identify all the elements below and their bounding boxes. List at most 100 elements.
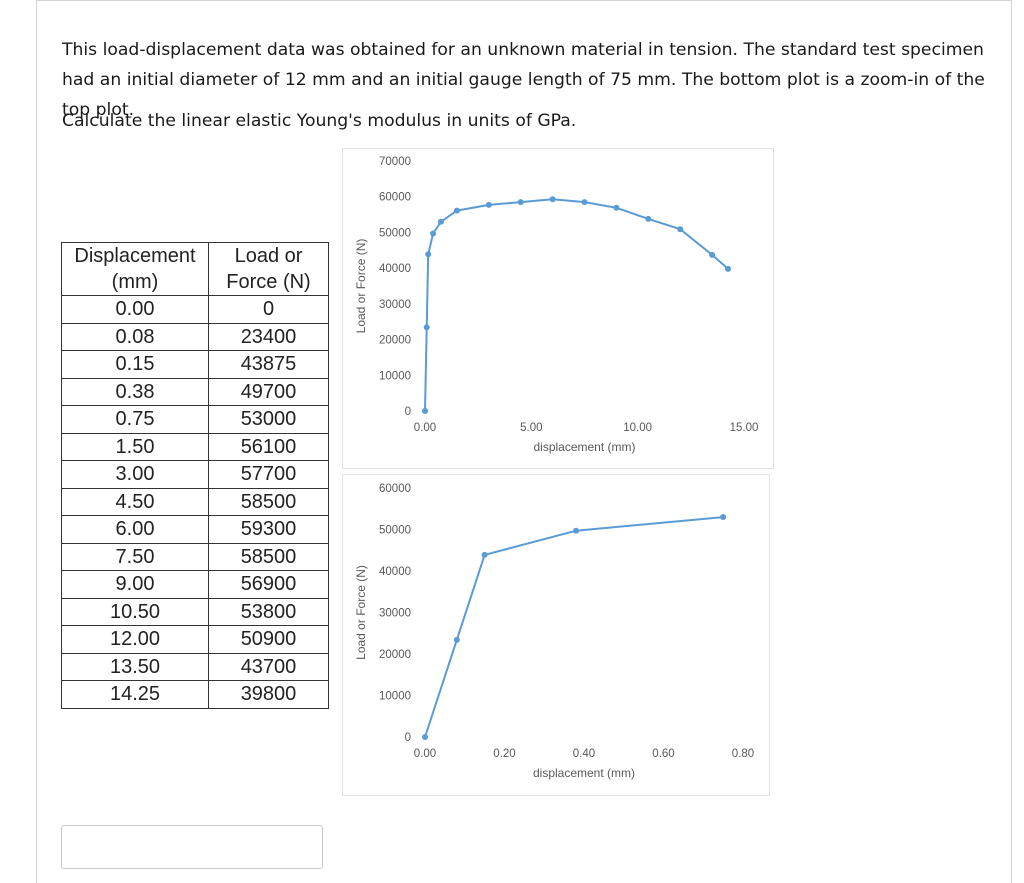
cell-load: 49700	[208, 377, 329, 406]
question-text: This load-displacement data was obtained…	[62, 40, 985, 120]
cell-displacement: 1.50	[61, 432, 209, 461]
table-row: 10.50 53800	[61, 597, 329, 626]
chart-zoom: 0 10000 20000 30000 40000 50000 60000 0.00 0.20 0…	[342, 474, 770, 796]
chart-full: 0 10000 20000 30000 40000 50000 60000 70000 0.00…	[342, 148, 774, 469]
x-tick-label: 0.80	[732, 748, 754, 760]
table-row: 0.75 53000	[61, 405, 329, 434]
cell-displacement: 10.50	[61, 597, 209, 626]
table-row: 0.15 43875	[61, 350, 329, 379]
y-axis-title: Load or Force (N)	[354, 565, 368, 660]
x-tick-label: 15.00	[730, 422, 759, 434]
x-tick-label: 5.00	[520, 422, 542, 434]
table-row: 7.50 58500	[61, 542, 329, 571]
data-point	[423, 324, 430, 331]
y-tick-label: 50000	[379, 525, 411, 537]
y-tick-label: 10000	[379, 370, 411, 382]
data-point	[725, 265, 732, 272]
cell-displacement: 14.25	[61, 680, 209, 709]
cell-displacement: 4.50	[61, 487, 209, 516]
data-point	[517, 199, 524, 206]
series-line	[424, 198, 729, 412]
cell-load: 57700	[208, 460, 329, 489]
y-tick-label: 50000	[379, 227, 411, 239]
x-tick-label: 0.40	[573, 748, 595, 760]
data-table: Displacement (mm) Load or Force (N) 0.00…	[61, 242, 329, 709]
table-row: 0.38 49700	[61, 377, 329, 406]
y-tick-label: 40000	[379, 566, 411, 578]
question-panel	[36, 0, 1012, 883]
header-displacement: Displacement (mm)	[61, 242, 209, 296]
header-displacement-line2: (mm)	[111, 271, 159, 293]
data-point	[485, 201, 492, 208]
data-point	[422, 408, 428, 414]
table-row: 14.25 39800	[61, 680, 329, 709]
table-row: 6.00 59300	[61, 515, 329, 544]
y-tick-label: 0	[405, 406, 411, 418]
table-row: 9.00 56900	[61, 570, 329, 599]
y-tick-label: 60000	[379, 483, 411, 495]
cell-displacement: 9.00	[61, 570, 209, 599]
answer-input[interactable]	[61, 825, 323, 869]
data-point	[549, 196, 556, 203]
cell-load: 58500	[208, 542, 329, 571]
data-point	[581, 199, 588, 206]
cell-displacement: 0.08	[61, 322, 209, 351]
table-row: 12.00 50900	[61, 625, 329, 654]
y-tick-label: 30000	[379, 608, 411, 620]
table-row: 1.50 56100	[61, 432, 329, 461]
data-point	[453, 207, 460, 214]
cell-displacement: 0.15	[61, 350, 209, 379]
cell-load: 43875	[208, 350, 329, 379]
header-load-line1: Load or	[234, 245, 303, 267]
data-point	[453, 636, 460, 643]
x-tick-label: 0.20	[493, 748, 515, 760]
table-row: 13.50 43700	[61, 652, 329, 681]
x-axis-title: displacement (mm)	[533, 440, 635, 454]
cell-displacement: 6.00	[61, 515, 209, 544]
y-tick-label: 10000	[379, 691, 411, 703]
question-prompt: Calculate the linear elastic Young's mod…	[62, 111, 577, 131]
data-point	[709, 251, 716, 258]
chart-full-svg: 0 10000 20000 30000 40000 50000 60000 70000 0.00…	[354, 156, 759, 454]
data-point	[430, 230, 437, 237]
y-axis-title: Load or Force (N)	[354, 239, 368, 334]
table-header-row: Displacement (mm) Load or Force (N)	[61, 242, 329, 296]
x-tick-label: 0.60	[652, 748, 674, 760]
data-point	[422, 734, 428, 740]
y-tick-label: 70000	[379, 156, 411, 168]
data-point	[573, 527, 580, 534]
x-axis-title: displacement (mm)	[533, 766, 635, 780]
cell-displacement: 0.38	[61, 377, 209, 406]
series-line	[424, 516, 724, 738]
table-row: 3.00 57700	[61, 460, 329, 489]
cell-load: 43700	[208, 652, 329, 681]
table-row: 0.08 23400	[61, 322, 329, 351]
cell-load: 53000	[208, 405, 329, 434]
cell-load: 23400	[208, 322, 329, 351]
x-tick-label: 0.00	[414, 422, 436, 434]
cell-displacement: 12.00	[61, 625, 209, 654]
cell-displacement: 13.50	[61, 652, 209, 681]
cell-load: 56100	[208, 432, 329, 461]
cell-load: 53800	[208, 597, 329, 626]
y-tick-label: 60000	[379, 192, 411, 204]
cell-load: 59300	[208, 515, 329, 544]
cell-load: 56900	[208, 570, 329, 599]
header-load: Load or Force (N)	[208, 242, 329, 296]
header-displacement-line1: Displacement	[74, 245, 196, 267]
cell-displacement: 0.00	[61, 295, 209, 324]
cell-load: 50900	[208, 625, 329, 654]
cell-displacement: 3.00	[61, 460, 209, 489]
table-row: 4.50 58500	[61, 487, 329, 516]
header-load-line2: Force (N)	[226, 271, 311, 293]
x-tick-label: 0.00	[414, 748, 436, 760]
y-tick-label: 40000	[379, 263, 411, 275]
y-tick-label: 0	[405, 732, 411, 744]
cell-displacement: 0.75	[61, 405, 209, 434]
data-point	[613, 204, 620, 211]
cell-load: 39800	[208, 680, 329, 709]
x-tick-label: 10.00	[623, 422, 652, 434]
cell-displacement: 7.50	[61, 542, 209, 571]
table-body: 0.00 0 0.08 23400 0.15 43875 0.38 49700 0.75 5300…	[61, 295, 329, 709]
data-point	[645, 215, 652, 222]
